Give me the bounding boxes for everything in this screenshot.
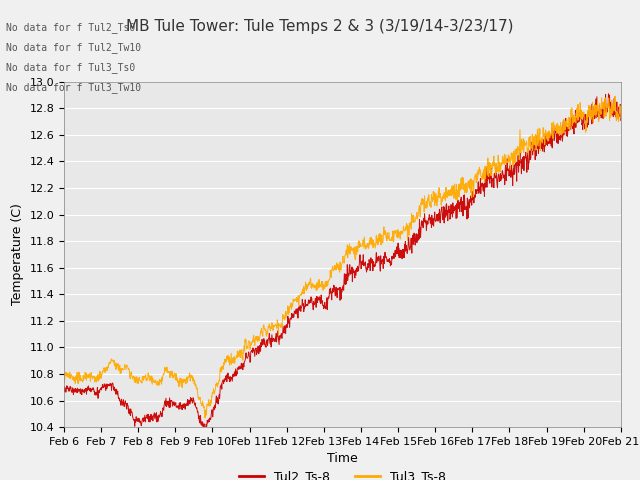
Y-axis label: Temperature (C): Temperature (C) [11,204,24,305]
Text: No data for f Tul2_Tw10: No data for f Tul2_Tw10 [6,42,141,53]
Text: No data for f Tul2_Ts0: No data for f Tul2_Ts0 [6,22,136,33]
X-axis label: Time: Time [327,453,358,466]
Legend: Tul2_Ts-8, Tul3_Ts-8: Tul2_Ts-8, Tul3_Ts-8 [234,465,451,480]
Text: No data for f Tul3_Tw10: No data for f Tul3_Tw10 [6,82,141,93]
Text: No data for f Tul3_Ts0: No data for f Tul3_Ts0 [6,62,136,73]
Text: MB Tule Tower: Tule Temps 2 & 3 (3/19/14-3/23/17): MB Tule Tower: Tule Temps 2 & 3 (3/19/14… [126,19,514,34]
